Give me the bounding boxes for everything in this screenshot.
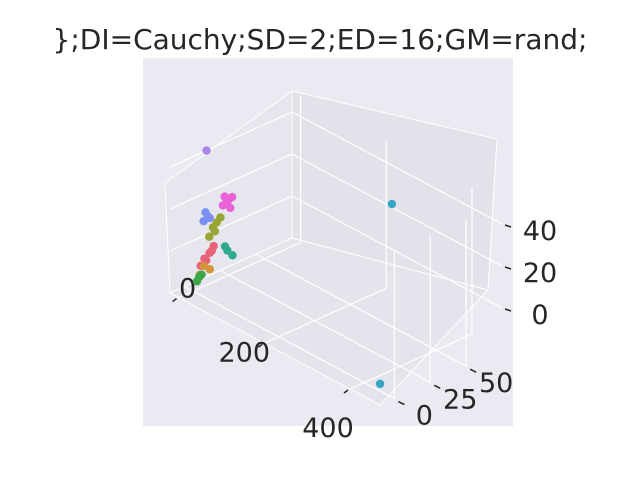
y-tick-label: 50 [479,368,513,399]
chart-title: };DI=Cauchy;SD=2;ED=16;GM=rand; [53,23,588,56]
data-point-cluster-9 [226,204,234,212]
data-point-cluster-6 [376,380,384,388]
data-point-cluster-5 [228,251,236,259]
data-point-cluster-4 [195,273,203,281]
data-point-cluster-2 [206,265,214,273]
data-point-cluster-7 [205,214,213,222]
data-point-cluster-3 [211,227,219,235]
data-point-cluster-5 [221,242,229,250]
data-point-cluster-8 [202,146,210,154]
x-tick-label: 400 [302,413,354,444]
data-point-cluster-3 [216,213,224,221]
y-tick-label: 0 [416,401,433,432]
x-tick-label: 0 [179,274,196,305]
data-point-cluster-1 [208,246,216,254]
z-tick-label: 0 [531,300,548,331]
x-tick-label: 200 [219,337,271,368]
z-tick-label: 20 [523,258,557,289]
z-tick-label: 40 [523,216,557,247]
y-tick-label: 25 [443,384,477,415]
data-point-cluster-6 [388,200,396,208]
